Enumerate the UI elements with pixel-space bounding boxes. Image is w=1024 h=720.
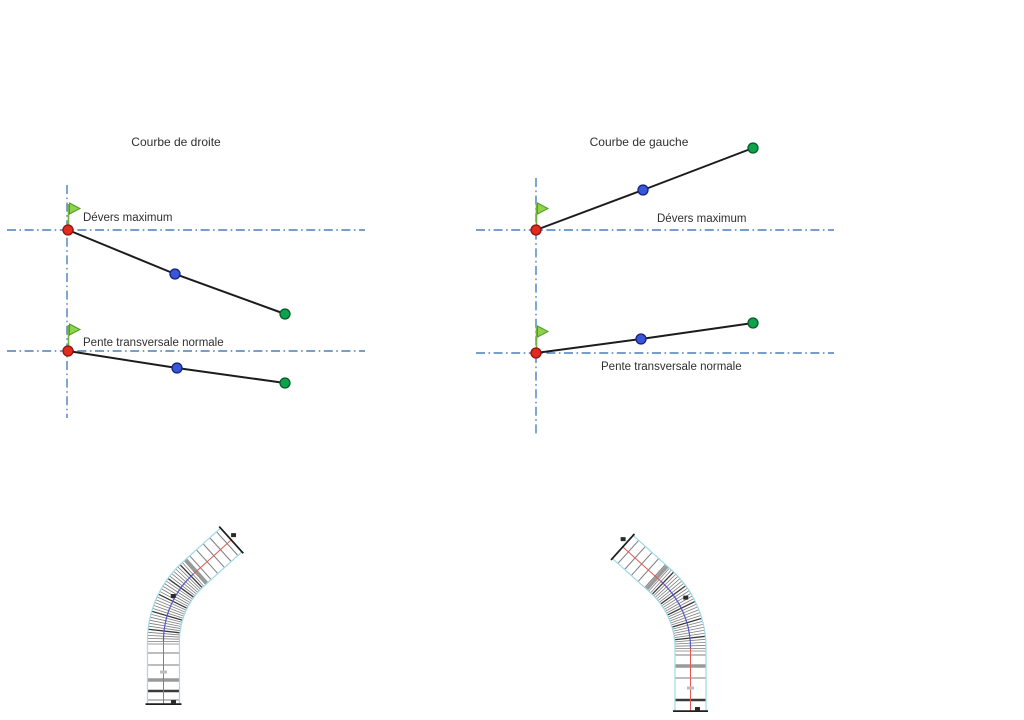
plan-courbe-gauche-edge-right: [632, 534, 707, 712]
left-pente-normale-middle-point-blue: [171, 362, 183, 374]
left-devers-max-middle-point-blue: [169, 268, 181, 280]
right-devers-max-middle-point-blue: [637, 184, 649, 196]
plan-courbe-droite-faint-text-mark: [160, 670, 167, 674]
right-pente-normale-end-point-green: [747, 317, 759, 329]
left-pente-normale-end-point-green: [279, 377, 291, 389]
plan-courbe-gauche-cross-section-tick: [610, 533, 636, 561]
plan-courbe-gauche-edge-left: [611, 557, 676, 712]
plan-courbe-droite-station-label-mark: [231, 533, 237, 538]
plan-courbe-gauche-station-label-mark: [620, 537, 626, 542]
plan-courbe-droite-centerline-curve-blue: [162, 573, 194, 641]
plan-courbe-gauche-faint-text-mark: [687, 686, 694, 690]
left-devers-max-start-point-red: [62, 224, 74, 236]
plan-courbe-droite-edge-left: [146, 526, 222, 705]
plan-courbe-gauche-station-label-mark: [695, 707, 700, 711]
flag-icon: [537, 325, 550, 338]
left-devers-max-label: Dévers maximum: [83, 212, 173, 224]
right-devers-max-label: Dévers maximum: [657, 213, 747, 225]
right-pente-normale-middle-point-blue: [635, 333, 647, 345]
plan-courbe-gauche-centerline-curve-blue: [660, 580, 692, 648]
right-pente-normale-start-point-red: [530, 347, 542, 359]
right-curve-title: Courbe de gauche: [589, 135, 689, 149]
right-devers-max-end-point-green: [747, 142, 759, 154]
right-pente-normale-label: Pente transversale normale: [601, 361, 742, 373]
left-pente-normale-start-point-red: [62, 345, 74, 357]
right-devers-max-start-point-red: [530, 224, 542, 236]
flag-icon: [537, 202, 550, 215]
left-curve-title: Courbe de droite: [131, 135, 221, 149]
plan-courbe-droite-edge-right: [178, 550, 243, 705]
plan-courbe-droite-cross-section-tick: [218, 525, 244, 554]
plan-courbe-droite-station-label-mark: [171, 700, 176, 704]
flag-icon: [69, 323, 82, 336]
flag-icon: [69, 202, 82, 215]
plan-courbe-droite-centerline-red: [192, 538, 233, 575]
plan-courbe-gauche-station-label-mark: [683, 595, 689, 600]
left-devers-max-end-point-green: [279, 308, 291, 320]
plan-courbe-gauche-centerline-red: [621, 545, 662, 582]
left-pente-normale-label: Pente transversale normale: [83, 337, 224, 349]
plan-courbe-droite-station-label-mark: [170, 593, 176, 598]
